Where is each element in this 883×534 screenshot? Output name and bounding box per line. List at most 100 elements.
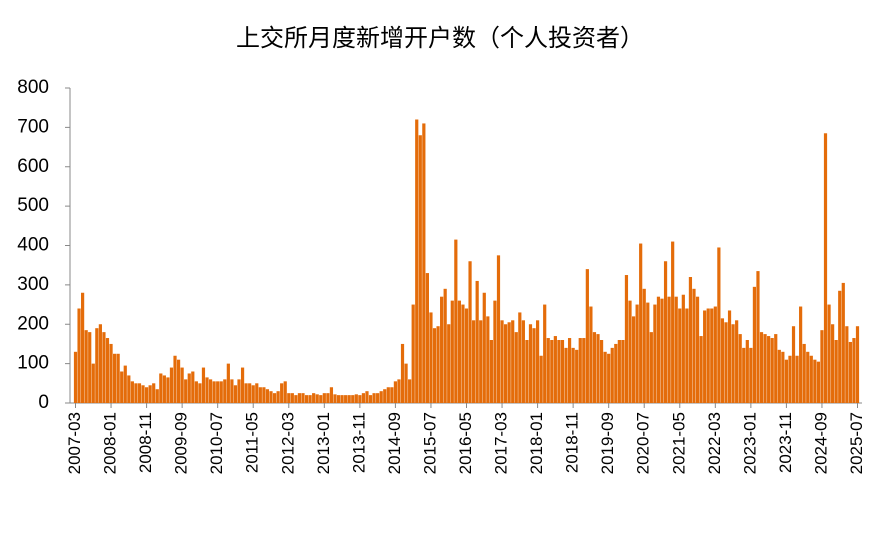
y-tick-label: 0 bbox=[38, 392, 49, 413]
bar bbox=[390, 387, 394, 403]
bar bbox=[436, 326, 440, 403]
bar bbox=[671, 241, 675, 403]
bar bbox=[624, 275, 629, 403]
bar bbox=[148, 385, 152, 403]
bar bbox=[816, 361, 820, 403]
bar bbox=[752, 286, 757, 403]
bar bbox=[336, 395, 341, 403]
bar bbox=[660, 298, 664, 403]
y-tick-label: 300 bbox=[17, 274, 49, 295]
bar bbox=[695, 296, 700, 403]
bar bbox=[233, 385, 238, 403]
bar bbox=[109, 343, 113, 403]
bar bbox=[223, 379, 227, 403]
x-tick-label: 2023-11 bbox=[776, 412, 795, 473]
bar bbox=[340, 395, 344, 403]
bar bbox=[578, 338, 582, 403]
bar bbox=[528, 324, 533, 403]
bar bbox=[173, 355, 177, 403]
x-tick-label: 2022-03 bbox=[705, 412, 724, 474]
bar bbox=[539, 355, 543, 403]
bar bbox=[806, 351, 810, 403]
bar bbox=[674, 296, 678, 403]
bar bbox=[745, 340, 749, 403]
bar bbox=[749, 347, 753, 403]
bar bbox=[610, 347, 614, 403]
bar bbox=[237, 379, 241, 403]
bar bbox=[354, 394, 358, 403]
x-tick-label: 2024-09 bbox=[811, 412, 830, 474]
bar bbox=[855, 326, 860, 403]
bar bbox=[603, 351, 607, 403]
bar bbox=[589, 306, 593, 403]
bar bbox=[710, 308, 714, 403]
x-tick-label: 2011-05 bbox=[243, 412, 262, 473]
bar bbox=[91, 363, 95, 403]
bar bbox=[592, 332, 597, 403]
bar bbox=[770, 338, 774, 403]
x-tick-label: 2012-03 bbox=[278, 412, 297, 474]
bar bbox=[418, 135, 422, 403]
bar bbox=[365, 391, 369, 403]
bar bbox=[685, 308, 689, 403]
bar bbox=[308, 395, 312, 403]
bar bbox=[831, 324, 835, 403]
bar bbox=[361, 393, 366, 403]
bar bbox=[180, 367, 184, 403]
bar bbox=[208, 379, 213, 403]
bar bbox=[553, 336, 557, 403]
bar bbox=[706, 308, 710, 403]
bar bbox=[511, 320, 515, 403]
bar bbox=[269, 391, 273, 403]
bar bbox=[155, 389, 159, 403]
bar bbox=[461, 304, 465, 403]
bar bbox=[724, 322, 728, 403]
bar bbox=[468, 261, 472, 403]
chart-title: 上交所月度新增开户数（个人投资者） bbox=[236, 25, 644, 52]
bar bbox=[852, 338, 856, 403]
bar bbox=[73, 351, 78, 403]
bar bbox=[184, 379, 188, 403]
bar bbox=[784, 359, 789, 403]
bar bbox=[201, 367, 206, 403]
bar bbox=[176, 359, 181, 403]
bar bbox=[756, 271, 760, 403]
x-tick-label: 2009-09 bbox=[172, 412, 191, 474]
bar bbox=[123, 365, 127, 403]
bar bbox=[486, 316, 490, 403]
bar bbox=[212, 381, 216, 403]
bar bbox=[525, 340, 529, 403]
bar bbox=[297, 393, 302, 403]
bar bbox=[386, 387, 390, 403]
bar bbox=[280, 383, 284, 403]
bar bbox=[575, 349, 579, 403]
bar bbox=[678, 308, 682, 403]
bar bbox=[781, 351, 785, 403]
bar bbox=[329, 387, 334, 403]
x-tick-label: 2020-07 bbox=[634, 412, 653, 474]
bar bbox=[358, 395, 362, 403]
bar bbox=[105, 338, 110, 403]
bar bbox=[301, 393, 305, 403]
bar bbox=[130, 381, 134, 403]
bar bbox=[599, 340, 604, 403]
bar bbox=[717, 247, 721, 403]
bar bbox=[742, 347, 746, 403]
bar bbox=[287, 393, 291, 403]
bar bbox=[198, 383, 202, 403]
bar bbox=[639, 243, 643, 403]
y-tick-label: 100 bbox=[17, 353, 49, 374]
y-tick-label: 500 bbox=[17, 195, 49, 216]
bar bbox=[582, 338, 586, 403]
bar bbox=[820, 330, 824, 403]
bar bbox=[304, 395, 309, 403]
bar bbox=[315, 394, 319, 403]
bar bbox=[344, 395, 348, 403]
bar bbox=[635, 304, 639, 403]
bar bbox=[95, 328, 99, 403]
bar bbox=[767, 336, 771, 403]
bar bbox=[681, 294, 685, 403]
bar bbox=[255, 383, 259, 403]
bar bbox=[845, 326, 849, 403]
bar bbox=[827, 304, 831, 403]
